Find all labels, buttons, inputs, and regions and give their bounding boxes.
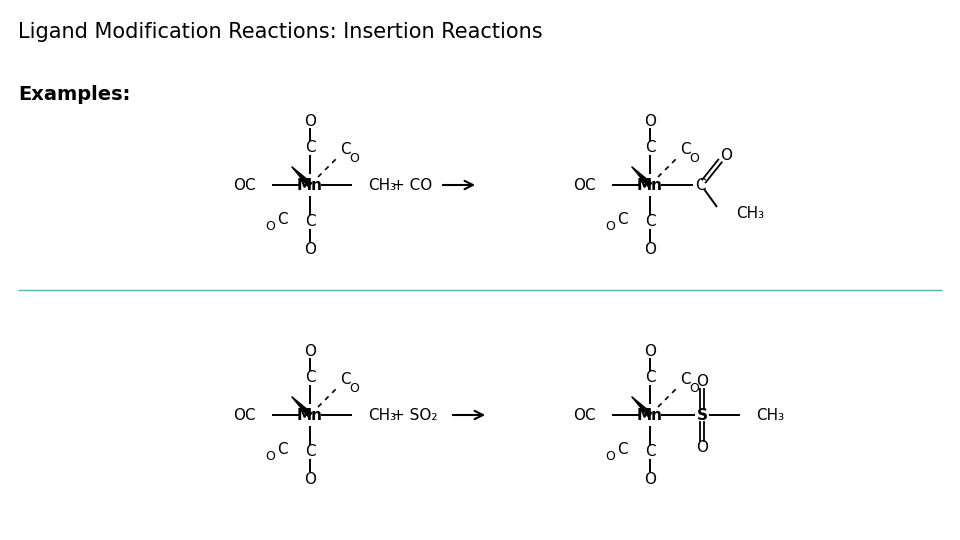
Text: OC: OC [573, 178, 596, 192]
Text: Mn: Mn [637, 178, 663, 192]
Polygon shape [292, 396, 312, 417]
Text: O: O [644, 343, 656, 359]
Polygon shape [632, 396, 652, 417]
Text: O: O [605, 450, 615, 463]
Text: O: O [304, 471, 316, 487]
Text: + SO₂: + SO₂ [392, 408, 438, 422]
Polygon shape [632, 167, 652, 187]
Text: O: O [349, 381, 359, 395]
Text: CH₃: CH₃ [368, 178, 396, 192]
Text: O: O [696, 375, 708, 389]
Text: O: O [696, 441, 708, 456]
Text: C: C [276, 213, 287, 227]
Text: CH₃: CH₃ [736, 206, 764, 221]
Text: C: C [680, 373, 690, 388]
Text: O: O [689, 381, 699, 395]
Text: OC: OC [233, 178, 256, 192]
Text: Mn: Mn [297, 178, 323, 192]
Text: O: O [304, 343, 316, 359]
Text: O: O [304, 113, 316, 129]
Text: C: C [645, 370, 656, 386]
Text: C: C [616, 213, 627, 227]
Text: Mn: Mn [297, 408, 323, 422]
Text: C: C [616, 442, 627, 457]
Text: O: O [644, 471, 656, 487]
Text: O: O [720, 148, 732, 164]
Text: Ligand Modification Reactions: Insertion Reactions: Ligand Modification Reactions: Insertion… [18, 22, 542, 42]
Text: C: C [645, 140, 656, 156]
Text: C: C [645, 214, 656, 230]
Text: C: C [340, 373, 350, 388]
Text: O: O [605, 220, 615, 233]
Text: C: C [276, 442, 287, 457]
Text: OC: OC [233, 408, 256, 422]
Text: O: O [689, 152, 699, 165]
Text: CH₃: CH₃ [368, 408, 396, 422]
Text: Examples:: Examples: [18, 85, 131, 105]
Text: C: C [695, 178, 706, 192]
Text: O: O [644, 241, 656, 256]
Text: C: C [304, 444, 315, 460]
Text: O: O [265, 450, 275, 463]
Text: + CO: + CO [392, 178, 432, 192]
Polygon shape [292, 167, 312, 187]
Text: Mn: Mn [637, 408, 663, 422]
Text: C: C [304, 370, 315, 386]
Text: C: C [304, 214, 315, 230]
Text: S: S [697, 408, 708, 422]
Text: CH₃: CH₃ [756, 408, 784, 422]
Text: C: C [304, 140, 315, 156]
Text: C: C [340, 143, 350, 158]
Text: C: C [645, 444, 656, 460]
Text: O: O [349, 152, 359, 165]
Text: OC: OC [573, 408, 596, 422]
Text: O: O [304, 241, 316, 256]
Text: C: C [680, 143, 690, 158]
Text: O: O [644, 113, 656, 129]
Text: O: O [265, 220, 275, 233]
